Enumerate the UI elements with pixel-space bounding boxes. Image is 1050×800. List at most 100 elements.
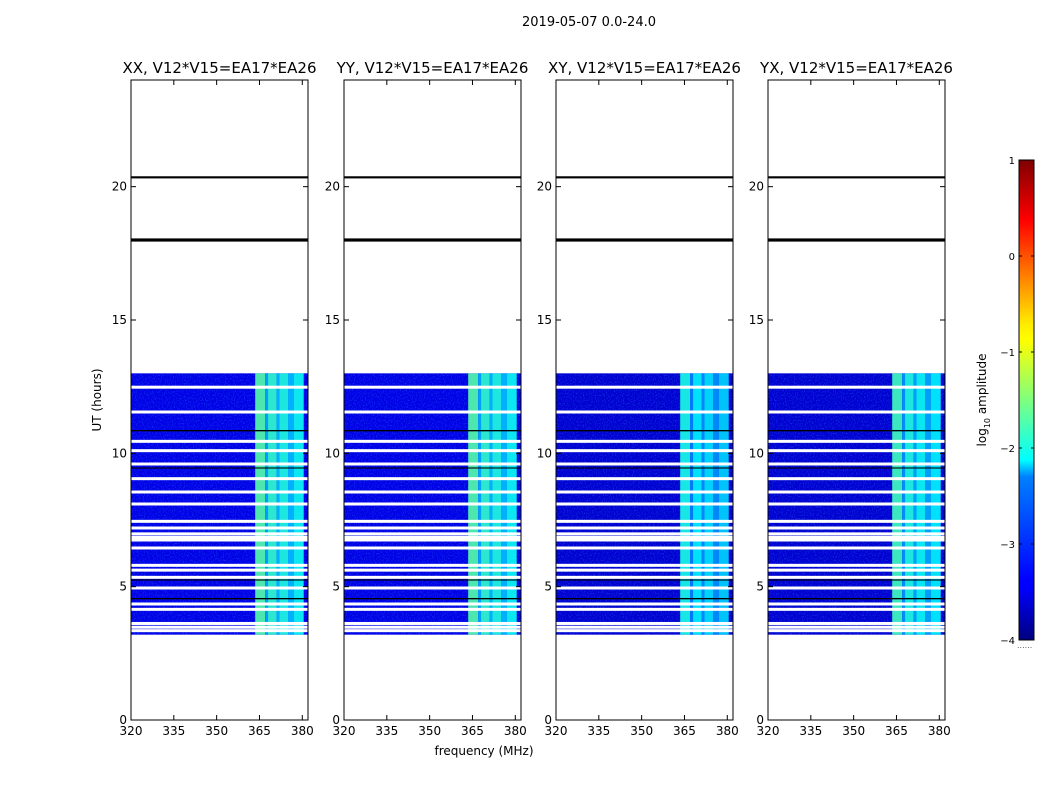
flagged-row-7 (344, 575, 521, 579)
flagged-row-19 (344, 462, 521, 466)
flagged-row-9 (131, 563, 308, 567)
flagged-row-17 (131, 490, 308, 494)
panel-title: XY, V12*V15=EA17*EA26 (548, 59, 741, 77)
time-gap-line-1 (556, 598, 733, 600)
flagged-row-23 (556, 385, 733, 389)
flagged-row-22 (556, 410, 733, 414)
x-tick-label: 335 (375, 724, 398, 738)
time-gap-line-4 (768, 430, 945, 432)
flagged-row-22 (768, 410, 945, 414)
flagged-row-20 (344, 449, 521, 453)
flagged-row-17 (556, 490, 733, 494)
colorbar-footnote: ...... (1017, 641, 1032, 650)
plot-frame (767, 79, 946, 721)
time-gap-line-2 (344, 579, 521, 581)
x-tick-label: 320 (333, 724, 356, 738)
flagged-row-15 (131, 519, 308, 523)
y-tick-label: 15 (749, 313, 764, 327)
flagged-row-4 (344, 607, 521, 611)
y-tick-label: 15 (112, 313, 127, 327)
time-gap-line-5 (131, 238, 308, 242)
flagged-row-9 (768, 563, 945, 567)
colorbar-tick-label: −3 (1000, 540, 1015, 551)
time-gap-line-5 (556, 238, 733, 242)
y-axis-label: UT (hours) (90, 368, 104, 431)
flagged-row-8 (768, 568, 945, 572)
colorbar-tick-label: −2 (1000, 444, 1015, 455)
y-tick-label: 5 (756, 580, 764, 594)
flagged-row-19 (556, 462, 733, 466)
time-gap-line-3 (556, 467, 733, 469)
flagged-row-7 (768, 575, 945, 579)
plot-frame (555, 79, 734, 721)
y-tick-label: 10 (325, 446, 340, 460)
panel-title: YX, V12*V15=EA17*EA26 (759, 59, 953, 77)
flagged-row-13 (344, 532, 521, 536)
time-gap-line-6 (344, 176, 521, 179)
y-tick-label: 10 (112, 446, 127, 460)
flagged-row-16 (768, 502, 945, 506)
flagged-row-1 (344, 629, 521, 633)
x-tick-label: 320 (545, 724, 568, 738)
time-gap-line-3 (131, 467, 308, 469)
flagged-row-7 (131, 575, 308, 579)
time-gap-line-2 (556, 579, 733, 581)
x-tick-label: 335 (587, 724, 610, 738)
flagged-row-23 (768, 385, 945, 389)
flagged-row-13 (768, 532, 945, 536)
colorbar-label-main: log (975, 428, 989, 446)
x-tick-label: 335 (162, 724, 185, 738)
y-tick-label: 5 (119, 580, 127, 594)
flagged-row-12 (131, 535, 308, 539)
flagged-row-10 (344, 546, 521, 550)
flagged-row-15 (556, 519, 733, 523)
flagged-row-21 (131, 439, 308, 443)
colorbar-tick-label: 1 (1009, 156, 1015, 167)
colorbar-tick-label: −4 (1000, 636, 1015, 647)
time-gap-line-4 (556, 430, 733, 432)
flagged-row-4 (768, 607, 945, 611)
flagged-row-20 (768, 449, 945, 453)
flagged-row-12 (768, 535, 945, 539)
x-tick-label: 365 (673, 724, 696, 738)
colorbar: 10−1−2−3−4 log10 amplitude ...... (975, 156, 1035, 650)
flagged-row-3 (131, 621, 308, 625)
time-gap-line-1 (344, 598, 521, 600)
y-tick-label: 10 (537, 446, 552, 460)
flagged-row-21 (556, 439, 733, 443)
y-tick-label: 20 (325, 180, 340, 194)
x-tick-label: 350 (418, 724, 441, 738)
x-tick-label: 380 (928, 724, 951, 738)
x-tick-label: 365 (885, 724, 908, 738)
flagged-row-21 (768, 439, 945, 443)
flagged-row-22 (344, 410, 521, 414)
time-gap-line-6 (131, 176, 308, 179)
flagged-row-12 (556, 535, 733, 539)
flagged-row-15 (768, 519, 945, 523)
x-tick-label: 320 (757, 724, 780, 738)
suptitle: 2019-05-07 0.0-24.0 (522, 15, 656, 30)
flagged-row-1 (131, 629, 308, 633)
flagged-row-22 (131, 410, 308, 414)
y-tick-label: 15 (537, 313, 552, 327)
flagged-row-16 (344, 502, 521, 506)
time-gap-line-1 (768, 598, 945, 600)
flagged-row-6 (344, 586, 521, 590)
time-gap-line-4 (344, 430, 521, 432)
flagged-row-9 (344, 563, 521, 567)
flagged-row-17 (768, 490, 945, 494)
x-tick-label: 380 (291, 724, 314, 738)
flagged-row-1 (556, 629, 733, 633)
flagged-row-17 (344, 490, 521, 494)
flagged-row-5 (768, 602, 945, 606)
flagged-row-18 (768, 477, 945, 481)
flagged-row-11 (344, 538, 521, 542)
time-gap-line-2 (768, 579, 945, 581)
x-tick-label: 350 (205, 724, 228, 738)
flagged-row-23 (131, 385, 308, 389)
flagged-row-13 (131, 532, 308, 536)
time-gap-line-5 (768, 238, 945, 242)
time-gap-line-3 (344, 467, 521, 469)
flagged-row-5 (344, 602, 521, 606)
flagged-row-7 (556, 575, 733, 579)
